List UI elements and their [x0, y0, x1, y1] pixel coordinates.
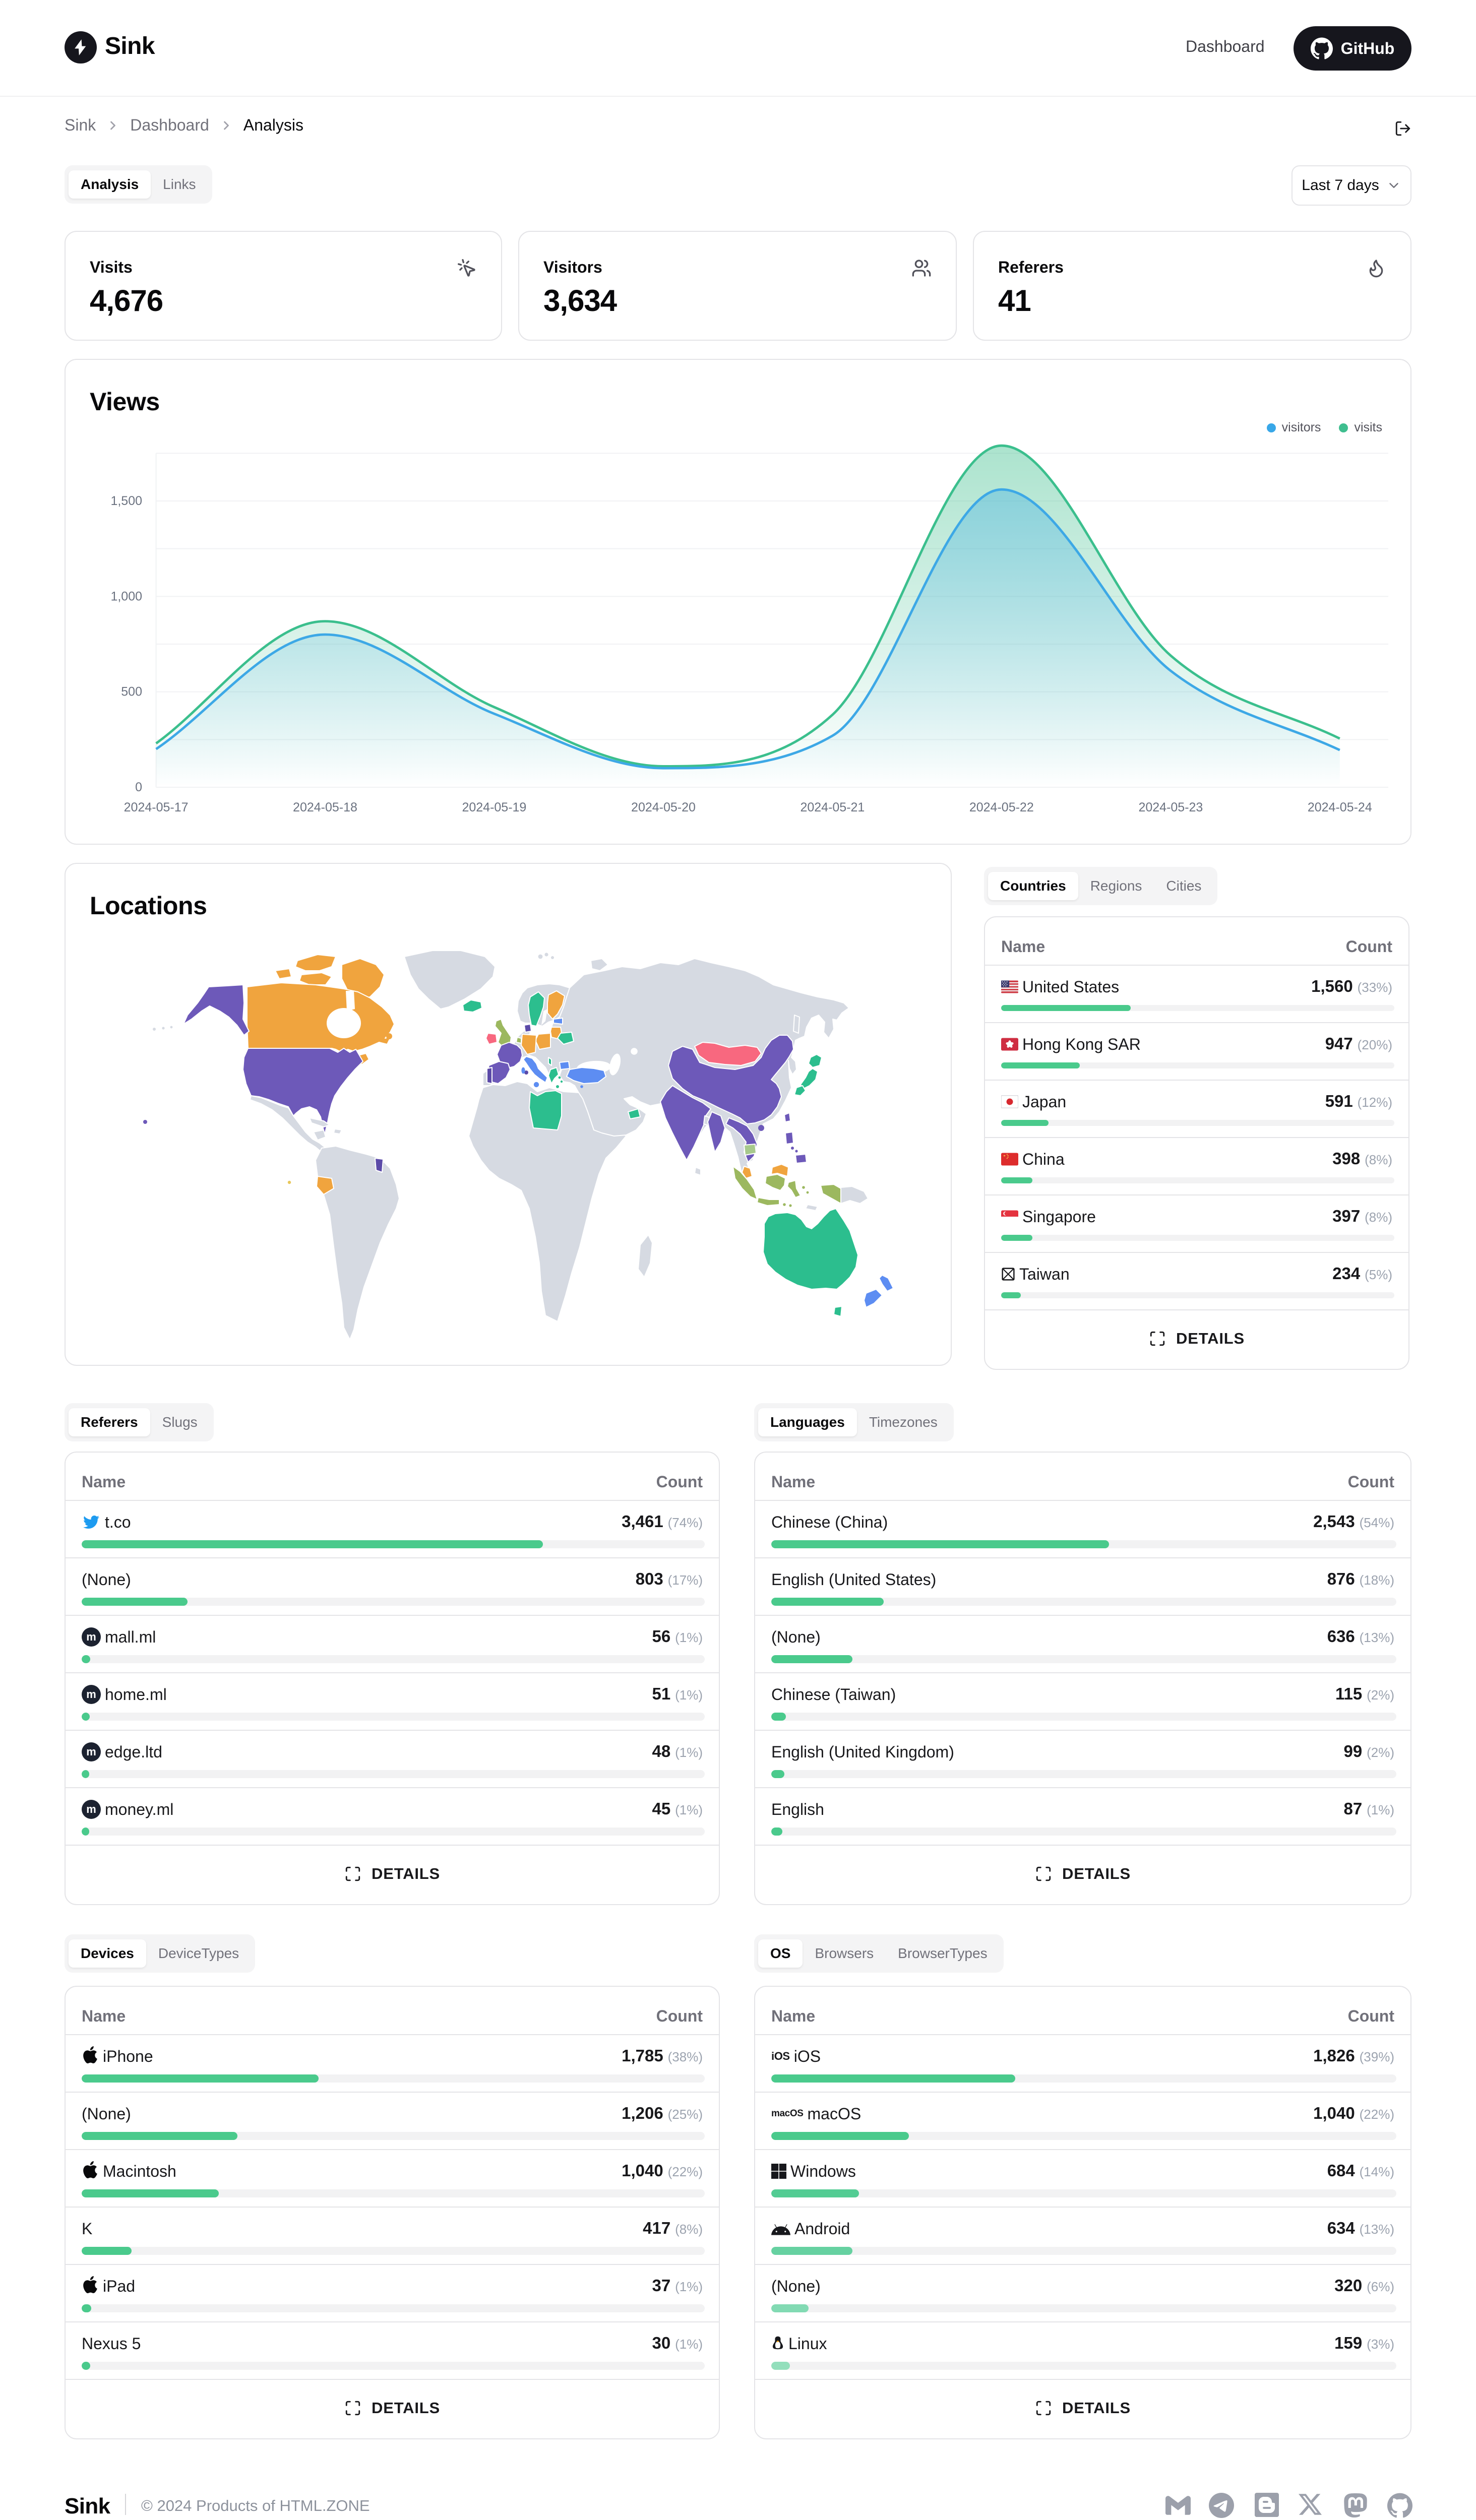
svg-text:2024-05-18: 2024-05-18: [293, 800, 357, 814]
svg-text:1,000: 1,000: [110, 589, 142, 603]
svg-text:2024-05-20: 2024-05-20: [631, 800, 696, 814]
svg-text:1,500: 1,500: [110, 494, 142, 508]
svg-text:2024-05-24: 2024-05-24: [1308, 800, 1372, 814]
svg-text:2024-05-19: 2024-05-19: [462, 800, 526, 814]
svg-text:2024-05-22: 2024-05-22: [969, 800, 1034, 814]
svg-text:2024-05-23: 2024-05-23: [1138, 800, 1203, 814]
svg-text:2024-05-17: 2024-05-17: [124, 800, 189, 814]
svg-text:0: 0: [135, 780, 142, 794]
svg-text:2024-05-21: 2024-05-21: [800, 800, 865, 814]
svg-text:500: 500: [121, 685, 142, 699]
